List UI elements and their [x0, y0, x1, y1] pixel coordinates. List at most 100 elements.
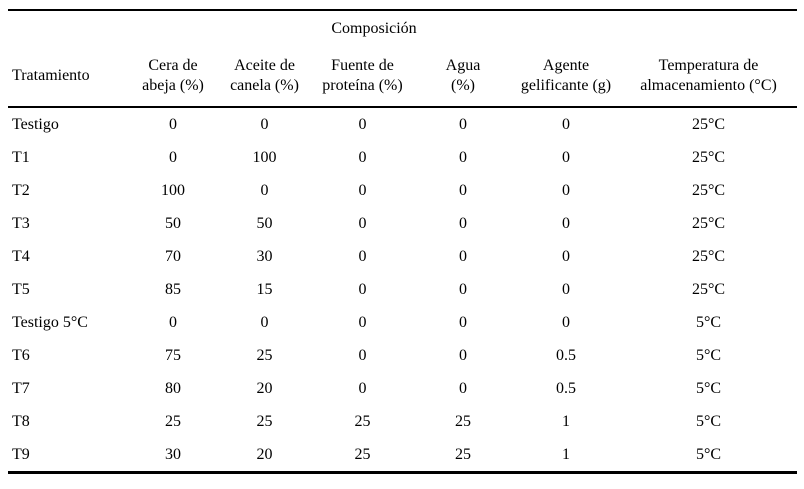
column-header-water: Agua (%): [414, 46, 512, 108]
beeswax-cell: 30: [165, 445, 181, 463]
cinnamon-oil-cell: 15: [256, 280, 273, 298]
column-header-storage-temperature: Temperatura de almacenamiento (°C): [620, 46, 798, 108]
storage-temperature-cell: 25°C: [691, 181, 726, 199]
table-row: Testigo 5°C 0 0 0 0 0 5°C: [8, 306, 797, 339]
beeswax-cell: 80: [165, 379, 181, 397]
table-row: T5 85 15 0 0 0 25°C: [8, 273, 797, 306]
empty-corner-cell: [8, 10, 128, 46]
table-row: T2 100 0 0 0 0 25°C: [8, 174, 797, 207]
treatment-cell: T5: [12, 280, 30, 298]
gelling-agent-cell: 0: [562, 181, 571, 199]
gelling-agent-cell: 0.5: [556, 346, 577, 364]
treatment-cell: Testigo: [12, 115, 59, 133]
treatment-cell: T1: [12, 148, 30, 166]
gelling-agent-cell: 1: [562, 412, 571, 430]
storage-temperature-cell: 5°C: [695, 379, 722, 397]
cinnamon-oil-cell: 0: [260, 181, 269, 199]
cinnamon-oil-cell: 0: [260, 115, 269, 133]
water-cell: 0: [459, 313, 467, 331]
protein-source-cell: 0: [358, 379, 367, 397]
beeswax-cell: 85: [165, 280, 181, 298]
storage-temperature-cell: 25°C: [691, 115, 726, 133]
table-row: T8 25 25 25 25 1 5°C: [8, 405, 797, 438]
beeswax-cell: 50: [165, 214, 181, 232]
gelling-agent-cell: 0: [562, 115, 571, 133]
table-row: T7 80 20 0 0 0.5 5°C: [8, 372, 797, 405]
gelling-agent-cell: 1: [562, 445, 571, 463]
treatment-cell: T7: [12, 379, 30, 397]
treatment-cell: T4: [12, 247, 30, 265]
composition-group-header: Composición: [331, 19, 417, 37]
storage-temperature-cell: 25°C: [691, 247, 726, 265]
treatment-cell: Testigo 5°C: [12, 313, 88, 331]
water-cell: 25: [455, 445, 471, 463]
water-cell: 0: [459, 280, 467, 298]
gelling-agent-cell: 0: [562, 148, 571, 166]
column-header-treatment: Tratamiento: [8, 46, 128, 108]
protein-source-cell: 0: [358, 247, 367, 265]
beeswax-cell: 70: [165, 247, 181, 265]
column-header-protein-source: Fuente de proteína (%): [311, 46, 414, 108]
treatment-cell: T8: [12, 412, 30, 430]
gelling-agent-cell: 0: [562, 313, 571, 331]
cinnamon-oil-cell: 50: [256, 214, 273, 232]
beeswax-cell: 0: [169, 313, 177, 331]
table-row: T6 75 25 0 0 0.5 5°C: [8, 339, 797, 372]
treatment-cell: T3: [12, 214, 30, 232]
storage-temperature-cell: 5°C: [695, 346, 722, 364]
treatment-cell: T9: [12, 445, 30, 463]
water-cell: 0: [459, 181, 467, 199]
empty-corner-cell: [620, 10, 797, 46]
protein-source-cell: 25: [354, 445, 371, 463]
cinnamon-oil-cell: 20: [256, 445, 273, 463]
water-cell: 0: [459, 247, 467, 265]
column-header-cinnamon-oil: Aceite de canela (%): [218, 46, 311, 108]
beeswax-cell: 0: [169, 115, 177, 133]
storage-temperature-cell: 5°C: [695, 313, 722, 331]
protein-source-cell: 0: [358, 313, 367, 331]
storage-temperature-cell: 5°C: [695, 445, 722, 463]
composition-group-header-row: Composición: [8, 10, 797, 46]
gelling-agent-cell: 0: [562, 280, 571, 298]
beeswax-cell: 0: [169, 148, 177, 166]
protein-source-cell: 0: [358, 115, 367, 133]
cinnamon-oil-cell: 25: [256, 346, 273, 364]
cinnamon-oil-cell: 20: [256, 379, 273, 397]
water-cell: 0: [459, 346, 467, 364]
water-cell: 0: [459, 214, 467, 232]
water-cell: 0: [459, 148, 467, 166]
gelling-agent-cell: 0: [562, 247, 571, 265]
table-row: Testigo 0 0 0 0 0 25°C: [8, 107, 797, 141]
table-row: T9 30 20 25 25 1 5°C: [8, 438, 797, 473]
treatment-cell: T2: [12, 181, 30, 199]
storage-temperature-cell: 25°C: [691, 148, 726, 166]
column-header-gelling-agent: Agente gelificante (g): [512, 46, 621, 108]
treatment-cell: T6: [12, 346, 30, 364]
column-header-beeswax: Cera de abeja (%): [128, 46, 218, 108]
protein-source-cell: 0: [358, 214, 367, 232]
protein-source-cell: 25: [354, 412, 371, 430]
storage-temperature-cell: 25°C: [691, 280, 726, 298]
cinnamon-oil-cell: 30: [256, 247, 273, 265]
gelling-agent-cell: 0.5: [556, 379, 577, 397]
table-row: T4 70 30 0 0 0 25°C: [8, 240, 797, 273]
beeswax-cell: 100: [161, 181, 185, 199]
storage-temperature-cell: 5°C: [695, 412, 722, 430]
protein-source-cell: 0: [358, 181, 367, 199]
treatments-composition-table: Composición Tratamiento Cera de abeja (%…: [8, 9, 798, 474]
cinnamon-oil-cell: 0: [260, 313, 269, 331]
beeswax-cell: 75: [165, 346, 181, 364]
water-cell: 0: [459, 379, 467, 397]
water-cell: 0: [459, 115, 467, 133]
water-cell: 25: [455, 412, 471, 430]
table-row: T1 0 100 0 0 0 25°C: [8, 141, 797, 174]
column-header-row: Tratamiento Cera de abeja (%) Aceite de …: [8, 46, 798, 108]
storage-temperature-cell: 25°C: [691, 214, 726, 232]
cinnamon-oil-cell: 100: [252, 148, 277, 166]
cinnamon-oil-cell: 25: [256, 412, 273, 430]
table-row: T3 50 50 0 0 0 25°C: [8, 207, 797, 240]
protein-source-cell: 0: [358, 148, 367, 166]
protein-source-cell: 0: [358, 346, 367, 364]
beeswax-cell: 25: [165, 412, 181, 430]
protein-source-cell: 0: [358, 280, 367, 298]
